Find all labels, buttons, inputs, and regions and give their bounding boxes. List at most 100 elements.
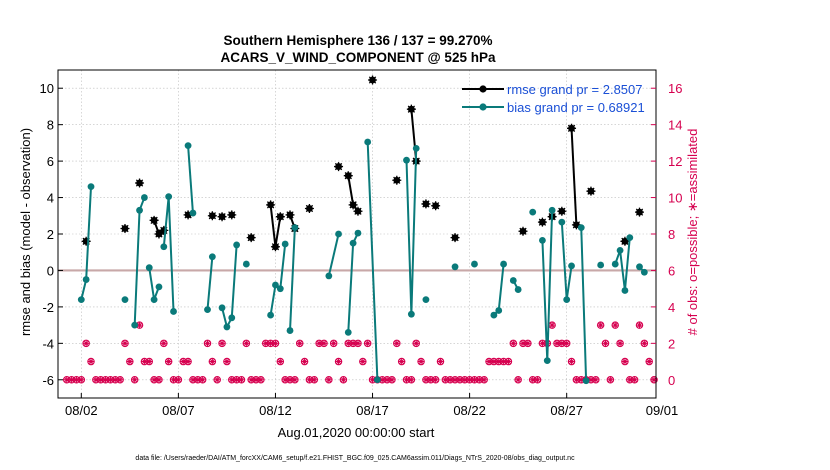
obs-count-marker <box>87 357 95 366</box>
rmse-point <box>392 175 402 185</box>
obs-count-marker <box>514 376 522 384</box>
rmse-point <box>634 207 644 217</box>
obs-count-marker <box>223 357 231 366</box>
bias-line-segment <box>133 197 146 326</box>
bias-point <box>529 208 537 216</box>
obs-count-marker <box>412 339 420 348</box>
bias-point <box>514 286 522 293</box>
rmse-point <box>266 200 276 210</box>
obs-count-marker <box>310 376 319 384</box>
bias-point <box>208 253 216 261</box>
bias-line-segment <box>405 148 418 315</box>
obs-count-marker <box>616 339 624 348</box>
legend-bias-label: bias grand pr = 0.68921 <box>507 100 645 115</box>
legend-bias-marker <box>479 103 487 111</box>
bias-point <box>189 209 197 217</box>
y-tick-label-left: -6 <box>42 373 54 388</box>
obs-count-marker <box>611 321 619 329</box>
bias-point <box>597 261 605 269</box>
rmse-series <box>81 75 644 252</box>
obs-count-marker <box>548 321 556 329</box>
obs-count-marker <box>504 357 513 366</box>
obs-count-marker <box>295 339 304 348</box>
bias-point <box>160 243 168 251</box>
obs-count-marker <box>320 339 328 348</box>
footer-data-file: data file: /Users/raeder/DAI/ATM_forcXX/… <box>135 455 575 462</box>
rmse-point <box>159 225 169 235</box>
bias-line-segment <box>269 243 287 316</box>
obs-count-marker <box>359 357 367 366</box>
obs-count-marker <box>567 357 576 366</box>
rmse-point <box>620 236 630 246</box>
obs-count-marker <box>524 339 532 348</box>
obs-count-marker <box>630 376 639 384</box>
bias-series <box>77 138 648 385</box>
y-tick-label-left: 8 <box>47 118 54 133</box>
bias-point <box>354 229 362 237</box>
x-tick-label: 08/07 <box>162 403 195 418</box>
obs-count-marker <box>82 339 90 348</box>
obs-count-marker <box>596 321 605 329</box>
bias-point <box>349 239 357 247</box>
bias-point <box>272 281 279 289</box>
obs-count-marker <box>407 376 416 384</box>
rmse-point <box>586 186 596 196</box>
obs-count-marker <box>397 357 406 366</box>
bias-point <box>77 296 85 303</box>
obs-count-marker <box>363 339 372 348</box>
obs-count-marker <box>417 357 425 366</box>
obs-count-marker <box>116 376 124 384</box>
bias-line-segment <box>366 141 379 380</box>
obs-count-marker <box>325 376 333 384</box>
x-tick-label: 08/17 <box>356 403 389 418</box>
y-tick-label-right: 4 <box>668 300 675 315</box>
y-tick-label-left: -4 <box>42 336 54 351</box>
x-tick-label: 08/12 <box>259 403 292 418</box>
y-tick-label-left: -2 <box>42 300 54 315</box>
bias-point <box>145 264 153 272</box>
bias-point <box>136 206 143 214</box>
bias-point <box>267 311 275 319</box>
bias-line-segment <box>206 256 214 310</box>
bias-point <box>640 268 648 276</box>
bias-point <box>218 304 226 312</box>
bias-point <box>568 262 575 270</box>
x-tick-label: 08/27 <box>550 403 583 418</box>
bias-point <box>626 234 634 242</box>
y-tick-label-right: 12 <box>668 154 682 169</box>
bias-point <box>140 194 148 201</box>
obs-count-marker <box>164 357 173 366</box>
rmse-point <box>275 212 285 222</box>
rmse-point <box>421 199 431 209</box>
bias-point <box>539 236 546 244</box>
bias-point <box>577 224 585 232</box>
obs-count-marker <box>339 376 348 384</box>
obs-count-marker <box>334 357 343 366</box>
obs-count-marker <box>184 357 192 366</box>
obs-count-marker <box>592 376 600 384</box>
bias-point <box>87 183 95 191</box>
rmse-point <box>406 104 416 114</box>
obs-count-marker <box>393 339 401 348</box>
legend-rmse-label: rmse grand pr = 2.8507 <box>507 82 643 97</box>
y-axis-label-right: # of obs: o=possible; ∗=assimilated <box>685 129 700 336</box>
bias-point <box>242 260 250 268</box>
bias-point <box>495 307 503 314</box>
obs-count-marker <box>606 376 615 384</box>
obs-markers <box>62 321 658 384</box>
y-tick-label-left: 10 <box>40 81 54 96</box>
rmse-point <box>537 217 547 227</box>
bias-point <box>276 285 284 293</box>
obs-count-marker <box>237 376 246 384</box>
bias-line-segment <box>614 237 631 291</box>
y-tick-label-right: 16 <box>668 81 682 96</box>
rmse-point <box>567 123 577 133</box>
obs-count-marker <box>77 376 86 384</box>
obs-count-marker <box>126 357 134 366</box>
bias-point <box>403 156 410 164</box>
obs-count-marker <box>354 339 362 348</box>
obs-count-marker <box>242 339 251 348</box>
bias-point <box>543 357 551 365</box>
rmse-point <box>270 242 280 252</box>
